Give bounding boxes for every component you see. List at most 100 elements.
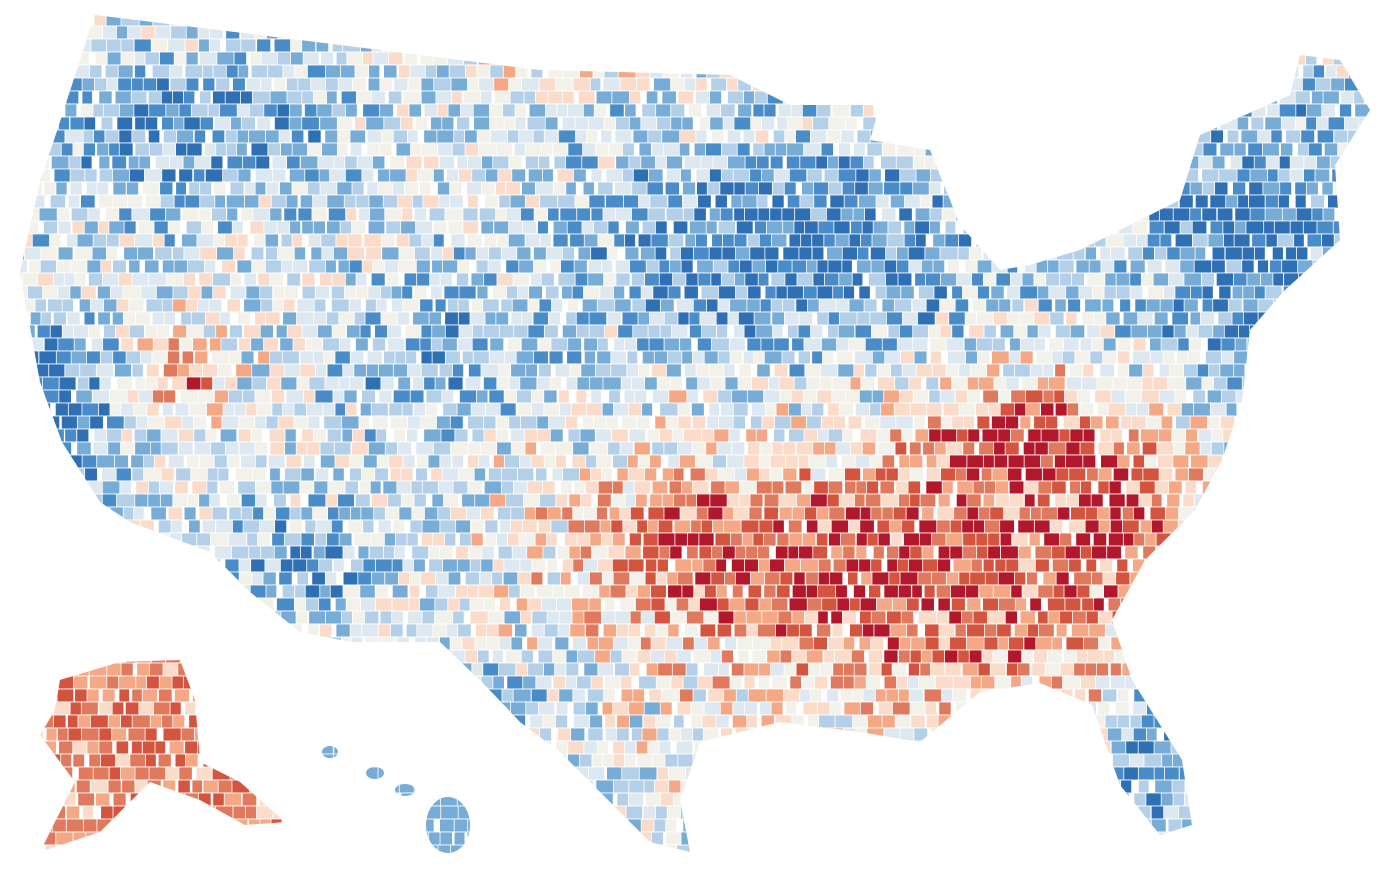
county — [1096, 15, 1118, 27]
county — [232, 610, 249, 625]
county — [773, 337, 790, 352]
county — [930, 38, 942, 53]
county — [217, 363, 233, 378]
county — [218, 0, 230, 13]
county — [915, 363, 935, 378]
county — [1189, 207, 1202, 222]
county — [413, 649, 428, 664]
county — [147, 90, 163, 105]
county — [319, 116, 339, 131]
county — [542, 545, 557, 560]
county — [375, 428, 388, 443]
county — [295, 610, 309, 625]
county — [178, 168, 194, 183]
county — [106, 428, 124, 443]
county — [1280, 389, 1302, 404]
county — [23, 350, 40, 365]
county — [1113, 259, 1128, 274]
county — [902, 77, 924, 92]
county — [1021, 155, 1044, 170]
county — [591, 38, 608, 53]
county — [1272, 571, 1291, 586]
county — [899, 571, 921, 586]
county — [838, 90, 856, 105]
county — [379, 285, 393, 300]
county — [692, 480, 710, 495]
county — [719, 64, 736, 79]
county — [282, 298, 296, 313]
county — [858, 194, 880, 209]
county — [1250, 116, 1265, 131]
county — [189, 363, 205, 378]
county — [143, 0, 157, 13]
county — [803, 64, 817, 79]
county — [24, 129, 39, 144]
county — [1184, 636, 1205, 651]
county — [1339, 311, 1356, 326]
county — [1171, 558, 1192, 573]
county — [1330, 467, 1349, 482]
county — [1214, 181, 1229, 196]
county — [31, 233, 51, 248]
county — [1071, 15, 1091, 27]
county — [22, 545, 42, 560]
county — [1364, 311, 1370, 326]
county — [1148, 220, 1165, 235]
county — [57, 337, 77, 352]
county — [1194, 246, 1207, 261]
county — [715, 584, 728, 599]
county — [1278, 454, 1296, 469]
county — [597, 337, 609, 352]
county — [447, 571, 462, 586]
county — [1342, 480, 1360, 495]
county — [736, 51, 754, 66]
county — [106, 584, 128, 599]
county — [1021, 220, 1034, 235]
county — [717, 220, 736, 235]
county — [420, 363, 439, 378]
county — [378, 142, 393, 157]
county — [992, 584, 1014, 599]
county — [1110, 181, 1124, 196]
county — [66, 558, 80, 573]
county — [1166, 51, 1188, 66]
county — [1250, 428, 1265, 443]
county — [1073, 142, 1094, 157]
county — [1350, 519, 1370, 534]
county — [870, 506, 883, 521]
county — [970, 77, 989, 92]
county — [879, 480, 895, 495]
county — [1206, 25, 1224, 40]
county — [809, 90, 833, 105]
county — [1172, 116, 1185, 131]
county — [933, 129, 956, 144]
county — [1338, 272, 1352, 287]
county — [871, 571, 891, 586]
county — [571, 454, 587, 469]
county — [28, 0, 48, 13]
county — [34, 298, 47, 313]
county — [1277, 194, 1290, 209]
county — [1274, 311, 1287, 326]
county — [540, 0, 561, 13]
county — [1334, 454, 1358, 469]
county — [601, 467, 613, 482]
county — [852, 15, 873, 27]
county — [854, 493, 866, 508]
county — [219, 311, 231, 326]
county — [409, 25, 430, 40]
county — [237, 480, 256, 495]
county — [20, 649, 37, 664]
county — [716, 623, 732, 638]
county — [20, 233, 35, 248]
county — [1278, 363, 1301, 378]
county — [1167, 480, 1183, 495]
county — [519, 25, 534, 40]
county — [1067, 298, 1081, 313]
county — [662, 51, 684, 66]
county — [1068, 519, 1087, 534]
county — [851, 272, 864, 287]
county — [122, 636, 134, 651]
county — [1084, 246, 1097, 261]
county — [506, 285, 520, 300]
